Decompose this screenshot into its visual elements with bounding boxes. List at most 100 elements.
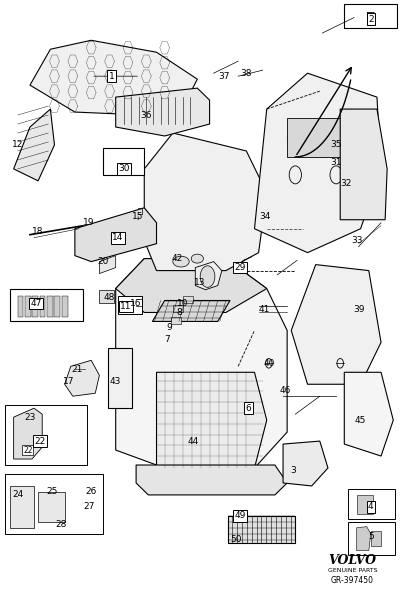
Polygon shape [99, 255, 115, 273]
Circle shape [200, 266, 215, 287]
Bar [25, 296, 31, 317]
Text: 1: 1 [109, 72, 115, 81]
Text: 24: 24 [12, 490, 23, 499]
Text: 27: 27 [83, 502, 95, 511]
FancyBboxPatch shape [349, 489, 395, 519]
Text: 2: 2 [368, 15, 374, 24]
Bar [62, 296, 67, 317]
Bar [18, 296, 23, 317]
Text: VOLVO: VOLVO [328, 554, 376, 567]
Text: 32: 32 [341, 179, 352, 188]
Text: 20: 20 [98, 257, 109, 266]
Bar [55, 296, 60, 317]
Polygon shape [14, 109, 55, 181]
Polygon shape [30, 40, 197, 115]
Text: 13: 13 [194, 278, 205, 287]
FancyBboxPatch shape [5, 474, 104, 534]
Polygon shape [344, 372, 393, 456]
Polygon shape [152, 300, 230, 322]
Polygon shape [108, 349, 132, 408]
Text: 22: 22 [35, 436, 46, 445]
Text: 3: 3 [291, 466, 296, 475]
Text: 35: 35 [330, 141, 342, 150]
FancyBboxPatch shape [344, 4, 397, 28]
Text: 17: 17 [63, 377, 74, 386]
Text: GR-397450: GR-397450 [331, 576, 374, 585]
Polygon shape [75, 208, 157, 261]
Text: 33: 33 [351, 236, 362, 245]
Text: 44: 44 [188, 436, 199, 445]
Polygon shape [291, 264, 381, 384]
Text: 37: 37 [218, 72, 230, 81]
Polygon shape [340, 109, 387, 220]
Text: 25: 25 [47, 487, 58, 496]
Bar [356, 495, 373, 514]
Polygon shape [356, 526, 371, 551]
Bar [173, 305, 183, 313]
Polygon shape [136, 465, 287, 495]
Text: 14: 14 [112, 233, 123, 242]
Bar [40, 296, 46, 317]
Text: 19: 19 [83, 218, 95, 227]
Text: GENUINE PARTS: GENUINE PARTS [328, 569, 377, 573]
Text: 18: 18 [32, 227, 44, 236]
Text: 48: 48 [104, 293, 115, 302]
Text: 8: 8 [176, 308, 182, 317]
Text: 34: 34 [259, 212, 270, 221]
FancyBboxPatch shape [287, 118, 344, 157]
Text: 30: 30 [118, 165, 129, 174]
Text: 16: 16 [130, 299, 142, 308]
Text: 29: 29 [235, 263, 246, 272]
Polygon shape [65, 361, 99, 396]
Text: 4: 4 [368, 502, 374, 511]
Text: 22: 22 [23, 445, 32, 454]
Bar [171, 317, 181, 325]
Text: 41: 41 [259, 305, 270, 314]
Text: 9: 9 [166, 323, 172, 332]
Text: 31: 31 [330, 159, 342, 168]
FancyBboxPatch shape [104, 148, 144, 175]
Polygon shape [283, 441, 328, 486]
Text: 50: 50 [231, 535, 242, 545]
Text: 40: 40 [263, 359, 275, 368]
Text: 15: 15 [132, 212, 144, 221]
Text: 36: 36 [141, 111, 152, 120]
Polygon shape [115, 258, 267, 313]
Bar [47, 296, 53, 317]
Polygon shape [144, 133, 267, 270]
Text: 49: 49 [235, 511, 246, 520]
Polygon shape [14, 408, 42, 459]
Text: 26: 26 [85, 487, 97, 496]
Text: 43: 43 [110, 377, 121, 386]
Text: 38: 38 [240, 69, 252, 78]
Bar [99, 290, 114, 304]
FancyBboxPatch shape [349, 522, 395, 555]
FancyBboxPatch shape [5, 405, 87, 465]
Ellipse shape [191, 254, 203, 263]
Text: 39: 39 [353, 305, 364, 314]
Polygon shape [38, 492, 65, 522]
Text: ⊞: ⊞ [366, 11, 376, 22]
Text: 5: 5 [368, 532, 374, 542]
Text: 21: 21 [71, 365, 83, 374]
Text: 12: 12 [12, 141, 23, 150]
Polygon shape [9, 486, 34, 528]
Text: 45: 45 [355, 416, 366, 425]
Text: 47: 47 [30, 299, 42, 308]
Text: 10: 10 [177, 299, 189, 308]
Text: 28: 28 [55, 520, 66, 529]
FancyBboxPatch shape [118, 296, 142, 314]
Ellipse shape [173, 256, 189, 267]
Polygon shape [115, 258, 287, 468]
FancyBboxPatch shape [9, 288, 83, 322]
Text: 6: 6 [245, 404, 251, 413]
Polygon shape [115, 88, 210, 136]
Polygon shape [228, 516, 296, 543]
Bar [183, 296, 193, 304]
Polygon shape [195, 261, 222, 290]
Text: 42: 42 [171, 254, 182, 263]
Bar [32, 296, 38, 317]
Text: 23: 23 [24, 413, 36, 422]
Text: 11: 11 [120, 302, 132, 311]
Text: 7: 7 [164, 335, 170, 344]
